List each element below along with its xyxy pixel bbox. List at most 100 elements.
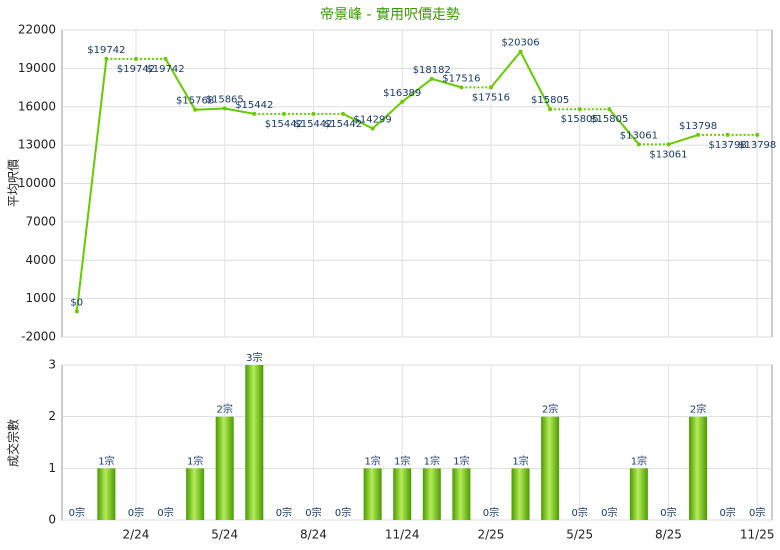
- y-tick-label: 3: [48, 358, 56, 372]
- data-label: 0宗: [157, 506, 173, 519]
- bar: [97, 468, 116, 520]
- bar: [629, 468, 648, 520]
- data-label: 2宗: [217, 403, 233, 416]
- data-label: 0宗: [128, 506, 144, 519]
- line-segment: [490, 51, 522, 88]
- line-segment: [342, 112, 374, 130]
- y-axis-label: 成交宗數: [6, 419, 21, 467]
- point: [488, 85, 493, 90]
- y-tick-label: 13000: [18, 138, 56, 152]
- data-label: 0宗: [276, 506, 292, 519]
- data-label: 2宗: [542, 403, 558, 416]
- data-label: $15768: [176, 96, 214, 107]
- point: [163, 56, 168, 61]
- y-tick-label: 16000: [18, 99, 56, 113]
- y-tick-label: 7000: [25, 214, 56, 228]
- point: [370, 126, 375, 131]
- line-segment: [668, 133, 699, 146]
- data-label: 0宗: [749, 506, 765, 519]
- data-label: $20306: [501, 38, 539, 49]
- bar: [452, 468, 471, 520]
- x-tick-label: 11/24: [385, 528, 420, 542]
- data-label: 0宗: [719, 506, 735, 519]
- data-label: 1宗: [424, 454, 440, 467]
- data-label: 0宗: [660, 506, 676, 519]
- x-tick-label: 8/24: [300, 528, 327, 542]
- data-label: $13061: [620, 130, 658, 141]
- x-tick-label: 5/25: [566, 528, 593, 542]
- line-segment: [224, 107, 255, 115]
- point: [548, 107, 553, 112]
- data-label: $15805: [531, 95, 569, 106]
- point: [400, 99, 405, 104]
- line-segment: [519, 51, 552, 110]
- bar: [541, 416, 560, 520]
- x-tick-label: 8/25: [655, 528, 682, 542]
- line-segment: [431, 77, 462, 89]
- point: [696, 132, 701, 137]
- line-segment: [401, 78, 433, 103]
- data-label: $15442: [324, 119, 362, 130]
- data-label: $13061: [649, 149, 687, 160]
- point: [725, 132, 730, 137]
- line-segment: [195, 107, 225, 111]
- point: [429, 76, 434, 81]
- bar: [689, 416, 708, 520]
- chart-title: 帝景峰 - 實用呎價走勢: [320, 6, 460, 23]
- data-label: 0宗: [483, 506, 499, 519]
- point: [281, 111, 286, 116]
- data-label: $0: [70, 297, 83, 308]
- line-segment: [75, 58, 108, 312]
- plot-area: [61, 364, 773, 521]
- data-label: 1宗: [187, 454, 203, 467]
- data-label: $19742: [146, 64, 184, 75]
- data-label: 0宗: [305, 506, 321, 519]
- point: [193, 107, 198, 112]
- line-segment: [608, 108, 640, 145]
- point: [666, 142, 671, 147]
- data-label: $19742: [87, 45, 125, 56]
- y-tick-label: -2000: [21, 330, 56, 344]
- y-tick-label: 0: [48, 513, 56, 527]
- point: [755, 132, 760, 137]
- data-label: 3宗: [246, 351, 262, 364]
- y-tick-label: 1: [48, 461, 56, 475]
- x-tick-label: 2/25: [477, 528, 504, 542]
- x-tick-label: 2/24: [122, 528, 149, 542]
- point: [518, 49, 523, 54]
- data-label: $18182: [413, 65, 451, 76]
- point: [636, 142, 641, 147]
- data-label: 0宗: [572, 506, 588, 519]
- data-label: 1宗: [394, 454, 410, 467]
- data-label: $19742: [117, 64, 155, 75]
- data-label: 0宗: [69, 506, 85, 519]
- point: [252, 111, 257, 116]
- point: [341, 111, 346, 116]
- point: [74, 309, 79, 314]
- point: [311, 111, 316, 116]
- data-label: $15442: [265, 119, 303, 130]
- y-axis-label: 平均呎價: [7, 159, 21, 207]
- point: [607, 107, 612, 112]
- data-label: $13798: [709, 140, 747, 151]
- data-label: $15442: [235, 100, 273, 111]
- data-label: $13798: [679, 121, 717, 132]
- line-segment: [164, 58, 196, 111]
- y-tick-label: 10000: [18, 176, 56, 190]
- point: [133, 56, 138, 61]
- y-tick-label: 19000: [18, 61, 56, 75]
- y-tick-label: 1000: [25, 291, 56, 305]
- y-tick-label: 22000: [18, 23, 56, 37]
- data-label: 1宗: [631, 454, 647, 467]
- bar: [245, 365, 264, 520]
- x-tick-label: 11/25: [740, 528, 775, 542]
- data-label: 0宗: [335, 506, 351, 519]
- point: [459, 85, 464, 90]
- bar: [393, 468, 412, 520]
- bar: [186, 468, 205, 520]
- data-label: $16389: [383, 88, 421, 99]
- data-label: $14299: [354, 115, 392, 126]
- bar: [422, 468, 441, 520]
- data-label: 1宗: [512, 454, 528, 467]
